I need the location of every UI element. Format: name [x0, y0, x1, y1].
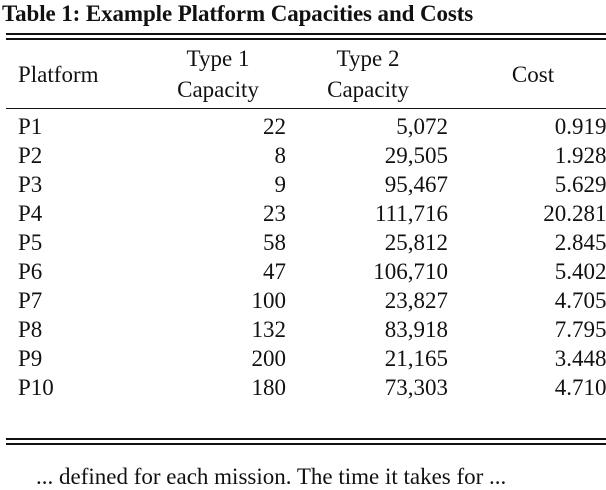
table-row: P5 58 25,812 2.8454 — [6, 228, 606, 257]
cell-type2-capacity: 111,716 — [374, 201, 448, 226]
cell-cost: 1.9282 — [554, 143, 606, 168]
table-bottom-rule — [6, 438, 606, 440]
cell-type1-capacity: 23 — [263, 201, 286, 226]
header-type1-capacity: Type 1 Capacity — [148, 40, 288, 108]
cell-platform: P10 — [18, 375, 54, 400]
cell-type1-capacity: 100 — [251, 288, 287, 313]
cell-cost: 7.7959 — [554, 317, 606, 342]
cell-cost: 3.4486 — [554, 346, 606, 371]
cell-platform: P6 — [18, 259, 43, 284]
cell-cost: 4.7058 — [554, 288, 606, 313]
table-row: P9 200 21,165 3.4486 — [6, 344, 606, 373]
table-bottom-rule-inner — [6, 443, 606, 445]
cell-cost: 20.2813 — [543, 201, 606, 226]
cell-cost: 4.7107 — [554, 375, 606, 400]
header-divider-rule — [6, 108, 606, 109]
header-platform: Platform — [18, 61, 99, 87]
cell-type1-capacity: 8 — [274, 143, 287, 168]
cell-type1-capacity: 132 — [251, 317, 287, 342]
table-row: P6 47 106,710 5.4026 — [6, 257, 606, 286]
cell-cost: 0.9199 — [554, 114, 606, 139]
table-header-row: Platform Type 1 Capacity Type 2 Capacity… — [6, 40, 606, 108]
cell-type2-capacity: 25,812 — [384, 230, 448, 255]
cell-type2-capacity: 83,918 — [384, 317, 448, 342]
table-row: P4 23 111,716 20.2813 — [6, 199, 606, 228]
cell-platform: P1 — [18, 114, 43, 139]
table-body: P1 22 5,072 0.9199 P2 8 29,505 1.9282 P3 9 95,467 5… — [6, 108, 606, 402]
header-type2-line2: Capacity — [327, 77, 409, 102]
header-type1-line2: Capacity — [177, 77, 259, 102]
cell-type1-capacity: 9 — [274, 172, 287, 197]
cell-type2-capacity: 5,072 — [396, 114, 448, 139]
platform-table: Platform Type 1 Capacity Type 2 Capacity… — [6, 40, 606, 402]
cell-cost: 5.4026 — [554, 259, 606, 284]
cell-platform: P4 — [18, 201, 43, 226]
cell-type2-capacity: 73,303 — [384, 375, 448, 400]
cell-platform: P5 — [18, 230, 43, 255]
table-caption: Table 1: Example Platform Capacities and… — [2, 1, 474, 26]
cell-type1-capacity: 22 — [263, 114, 286, 139]
cell-platform: P7 — [18, 288, 43, 313]
cell-type2-capacity: 21,165 — [384, 346, 448, 371]
cell-cost: 2.8454 — [554, 230, 606, 255]
cell-platform: P3 — [18, 172, 43, 197]
table-row: P10 180 73,303 4.7107 — [6, 373, 606, 402]
cell-type1-capacity: 180 — [251, 375, 287, 400]
table-row: P3 9 95,467 5.6292 — [6, 170, 606, 199]
header-cost: Cost — [511, 61, 555, 87]
cell-platform: P2 — [18, 143, 43, 168]
table-row: P1 22 5,072 0.9199 — [6, 108, 606, 141]
table-row: P7 100 23,827 4.7058 — [6, 286, 606, 315]
header-type1-line1: Type 1 — [186, 46, 250, 71]
table-row: P8 132 83,918 7.7959 — [6, 315, 606, 344]
header-type2-capacity: Type 2 Capacity — [288, 40, 448, 108]
table-row: P2 8 29,505 1.9282 — [6, 141, 606, 170]
cell-type2-capacity: 29,505 — [384, 143, 448, 168]
table-top-rule — [6, 33, 606, 35]
cell-type2-capacity: 95,467 — [384, 172, 448, 197]
cell-type1-capacity: 47 — [263, 259, 286, 284]
table-top-rule-inner — [6, 38, 606, 40]
body-text-fragment: ... defined for each mission. The time i… — [36, 464, 507, 489]
cell-type2-capacity: 23,827 — [384, 288, 448, 313]
header-type2-line1: Type 2 — [336, 46, 400, 71]
cell-cost: 5.6292 — [554, 172, 606, 197]
cell-type1-capacity: 58 — [263, 230, 286, 255]
cell-type2-capacity: 106,710 — [373, 259, 448, 284]
cell-platform: P9 — [18, 346, 43, 371]
cell-type1-capacity: 200 — [251, 346, 287, 371]
cell-platform: P8 — [18, 317, 43, 342]
